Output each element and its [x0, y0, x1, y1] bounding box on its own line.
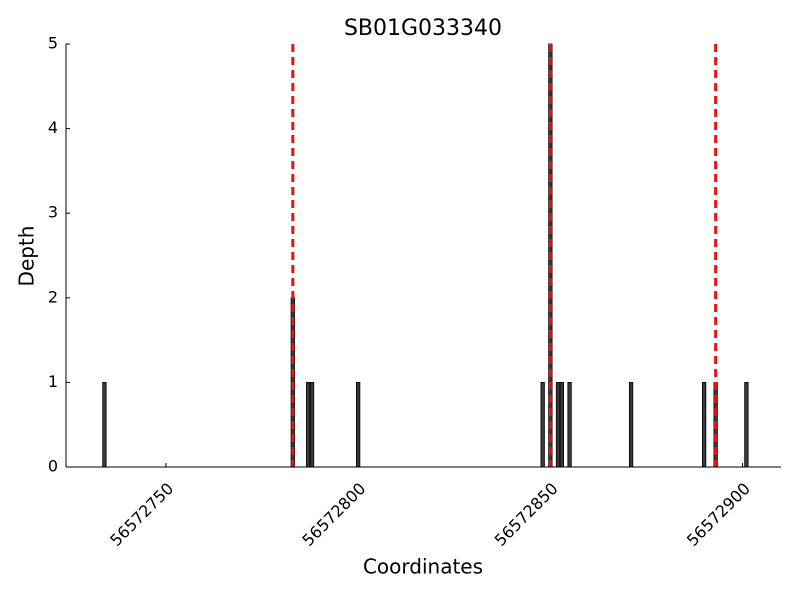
y-tick-label: 3: [48, 203, 58, 222]
x-axis-label: Coordinates: [363, 555, 483, 579]
bar: [567, 381, 572, 468]
bar: [356, 381, 361, 468]
bar: [559, 381, 565, 468]
bar: [701, 381, 707, 468]
x-tick-label: 56572850: [491, 479, 562, 550]
bar: [540, 381, 545, 468]
bar: [102, 381, 107, 468]
x-tick-label: 56572900: [683, 479, 754, 550]
y-tick-label: 1: [48, 372, 58, 391]
x-tick-label: 56572750: [106, 479, 177, 550]
bar: [309, 381, 315, 468]
bar: [628, 381, 634, 468]
bar: [555, 381, 561, 468]
bar: [306, 381, 311, 468]
y-tick-label: 0: [48, 457, 58, 476]
y-tick-label: 2: [48, 287, 58, 306]
chart-title: SB01G033340: [344, 16, 502, 41]
bar: [744, 381, 749, 468]
y-axis-label: Depth: [15, 226, 39, 287]
y-tick-label: 5: [48, 34, 58, 53]
y-tick-label: 4: [48, 118, 58, 137]
x-tick-label: 56572800: [298, 479, 369, 550]
